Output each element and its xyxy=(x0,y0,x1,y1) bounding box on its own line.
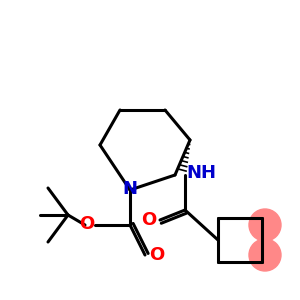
Text: NH: NH xyxy=(186,164,216,182)
Circle shape xyxy=(249,209,281,241)
Text: O: O xyxy=(80,215,94,233)
Circle shape xyxy=(249,239,281,271)
Text: O: O xyxy=(141,211,157,229)
Text: N: N xyxy=(122,180,137,198)
Text: O: O xyxy=(149,246,165,264)
